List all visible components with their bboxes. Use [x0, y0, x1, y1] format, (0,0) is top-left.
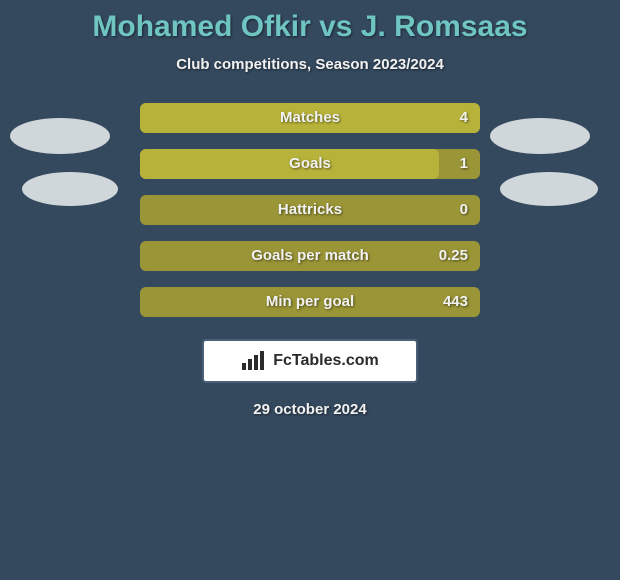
- stat-value: 1: [140, 149, 468, 179]
- bars-icon: [241, 351, 267, 371]
- page-title: Mohamed Ofkir vs J. Romsaas: [0, 10, 620, 44]
- stat-value: 443: [140, 287, 468, 317]
- stat-value: 0.25: [140, 241, 468, 271]
- as-of-date: 29 october 2024: [0, 401, 620, 418]
- stat-row: Goals1: [0, 149, 620, 195]
- stat-row: Hattricks0: [0, 195, 620, 241]
- source-logo: FcTables.com: [241, 351, 379, 371]
- stat-value: 4: [140, 103, 468, 133]
- stats-list: Matches4Goals1Hattricks0Goals per match0…: [0, 103, 620, 333]
- stat-value: 0: [140, 195, 468, 225]
- stat-row: Goals per match0.25: [0, 241, 620, 287]
- source-badge[interactable]: FcTables.com: [202, 339, 418, 383]
- comparison-card: Mohamed Ofkir vs J. Romsaas Club competi…: [0, 0, 620, 580]
- source-label: FcTables.com: [273, 352, 379, 370]
- stat-row: Matches4: [0, 103, 620, 149]
- stat-row: Min per goal443: [0, 287, 620, 333]
- page-subtitle: Club competitions, Season 2023/2024: [0, 56, 620, 73]
